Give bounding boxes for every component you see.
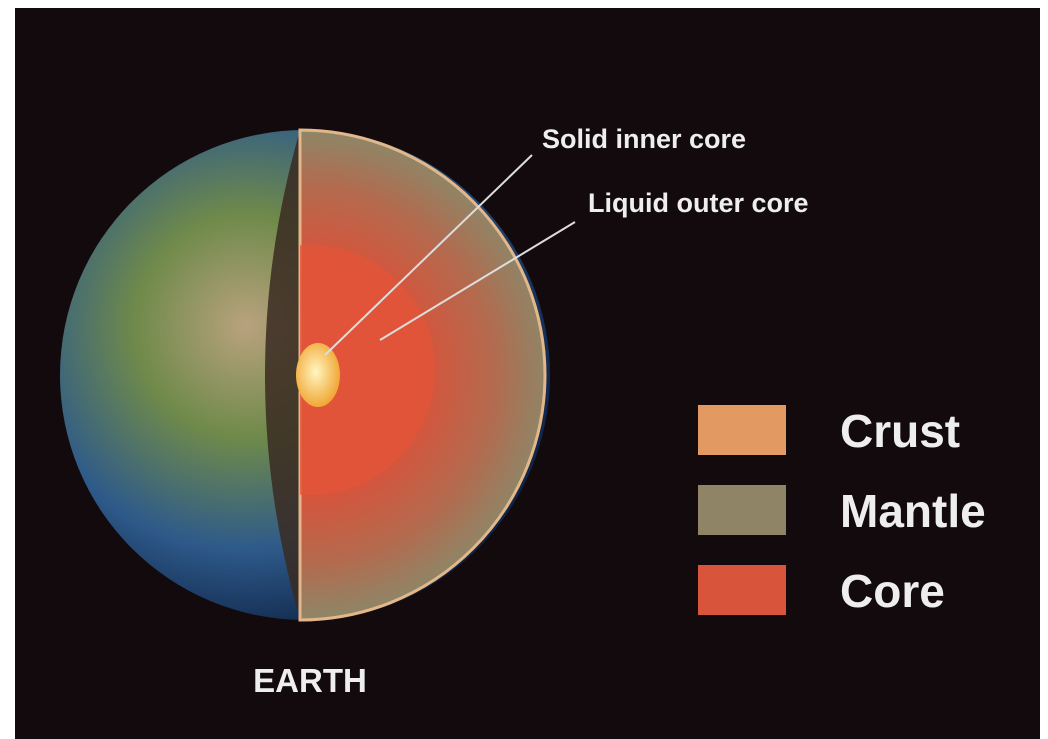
inner-core (296, 343, 340, 407)
legend-swatch (698, 405, 786, 455)
legend-swatch (698, 485, 786, 535)
annotation: Solid inner core (542, 124, 746, 154)
annotation: Liquid outer core (588, 188, 809, 218)
legend-label: Mantle (840, 485, 986, 537)
diagram: Solid inner core Liquid outer core EARTH… (0, 0, 1048, 739)
page: {"annotations": ["Solid inner core", "Li… (0, 0, 1048, 739)
legend-swatch (698, 565, 786, 615)
legend-label: Crust (840, 405, 960, 457)
legend-label: Core (840, 565, 945, 617)
caption: EARTH (253, 662, 367, 699)
legend: Crust Mantle Core (698, 405, 986, 617)
